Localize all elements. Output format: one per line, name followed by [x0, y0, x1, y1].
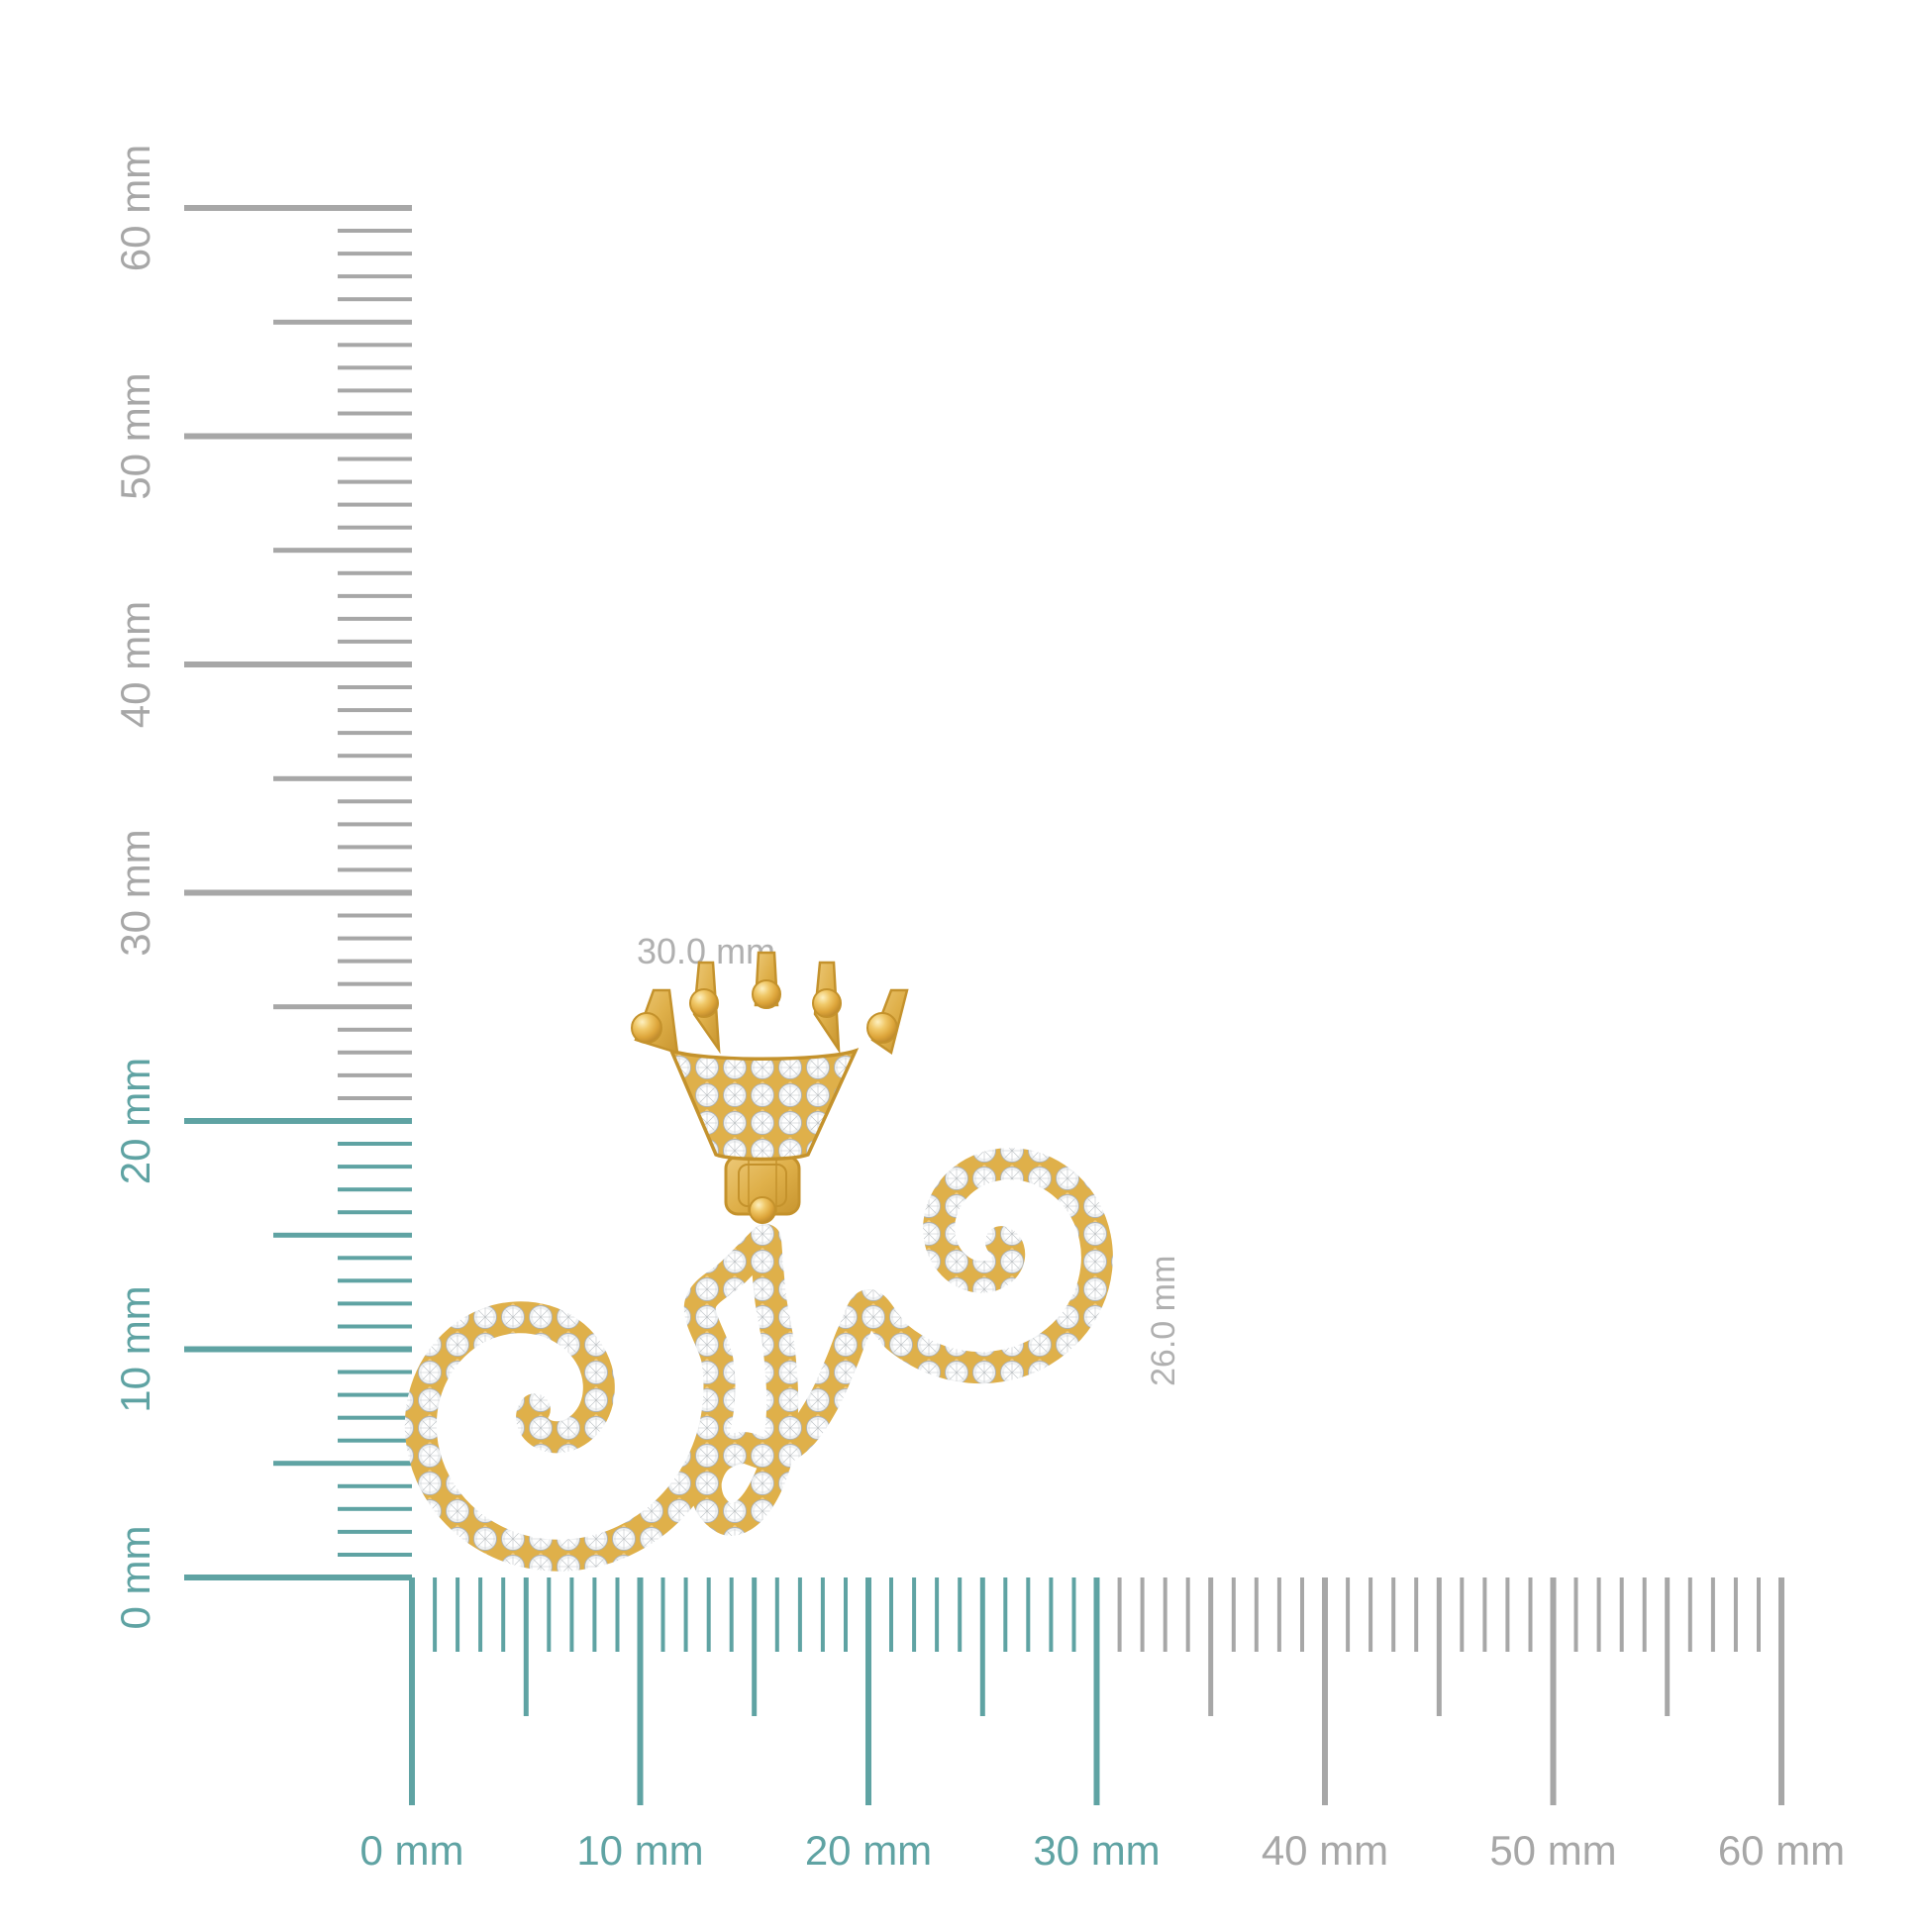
svg-text:60 mm: 60 mm	[112, 145, 158, 271]
svg-text:0 mm: 0 mm	[112, 1526, 158, 1630]
svg-text:20 mm: 20 mm	[112, 1058, 158, 1184]
svg-text:40 mm: 40 mm	[112, 601, 158, 728]
svg-text:0 mm: 0 mm	[360, 1827, 464, 1874]
svg-text:60 mm: 60 mm	[1718, 1827, 1845, 1874]
svg-text:30 mm: 30 mm	[1033, 1827, 1160, 1874]
svg-text:26.0 mm: 26.0 mm	[1145, 1256, 1182, 1386]
svg-text:50 mm: 50 mm	[1489, 1827, 1616, 1874]
svg-text:20 mm: 20 mm	[805, 1827, 932, 1874]
svg-text:50 mm: 50 mm	[112, 372, 158, 499]
svg-text:40 mm: 40 mm	[1262, 1827, 1388, 1874]
svg-text:10 mm: 10 mm	[112, 1285, 158, 1412]
svg-text:10 mm: 10 mm	[576, 1827, 703, 1874]
svg-text:30 mm: 30 mm	[112, 829, 158, 956]
